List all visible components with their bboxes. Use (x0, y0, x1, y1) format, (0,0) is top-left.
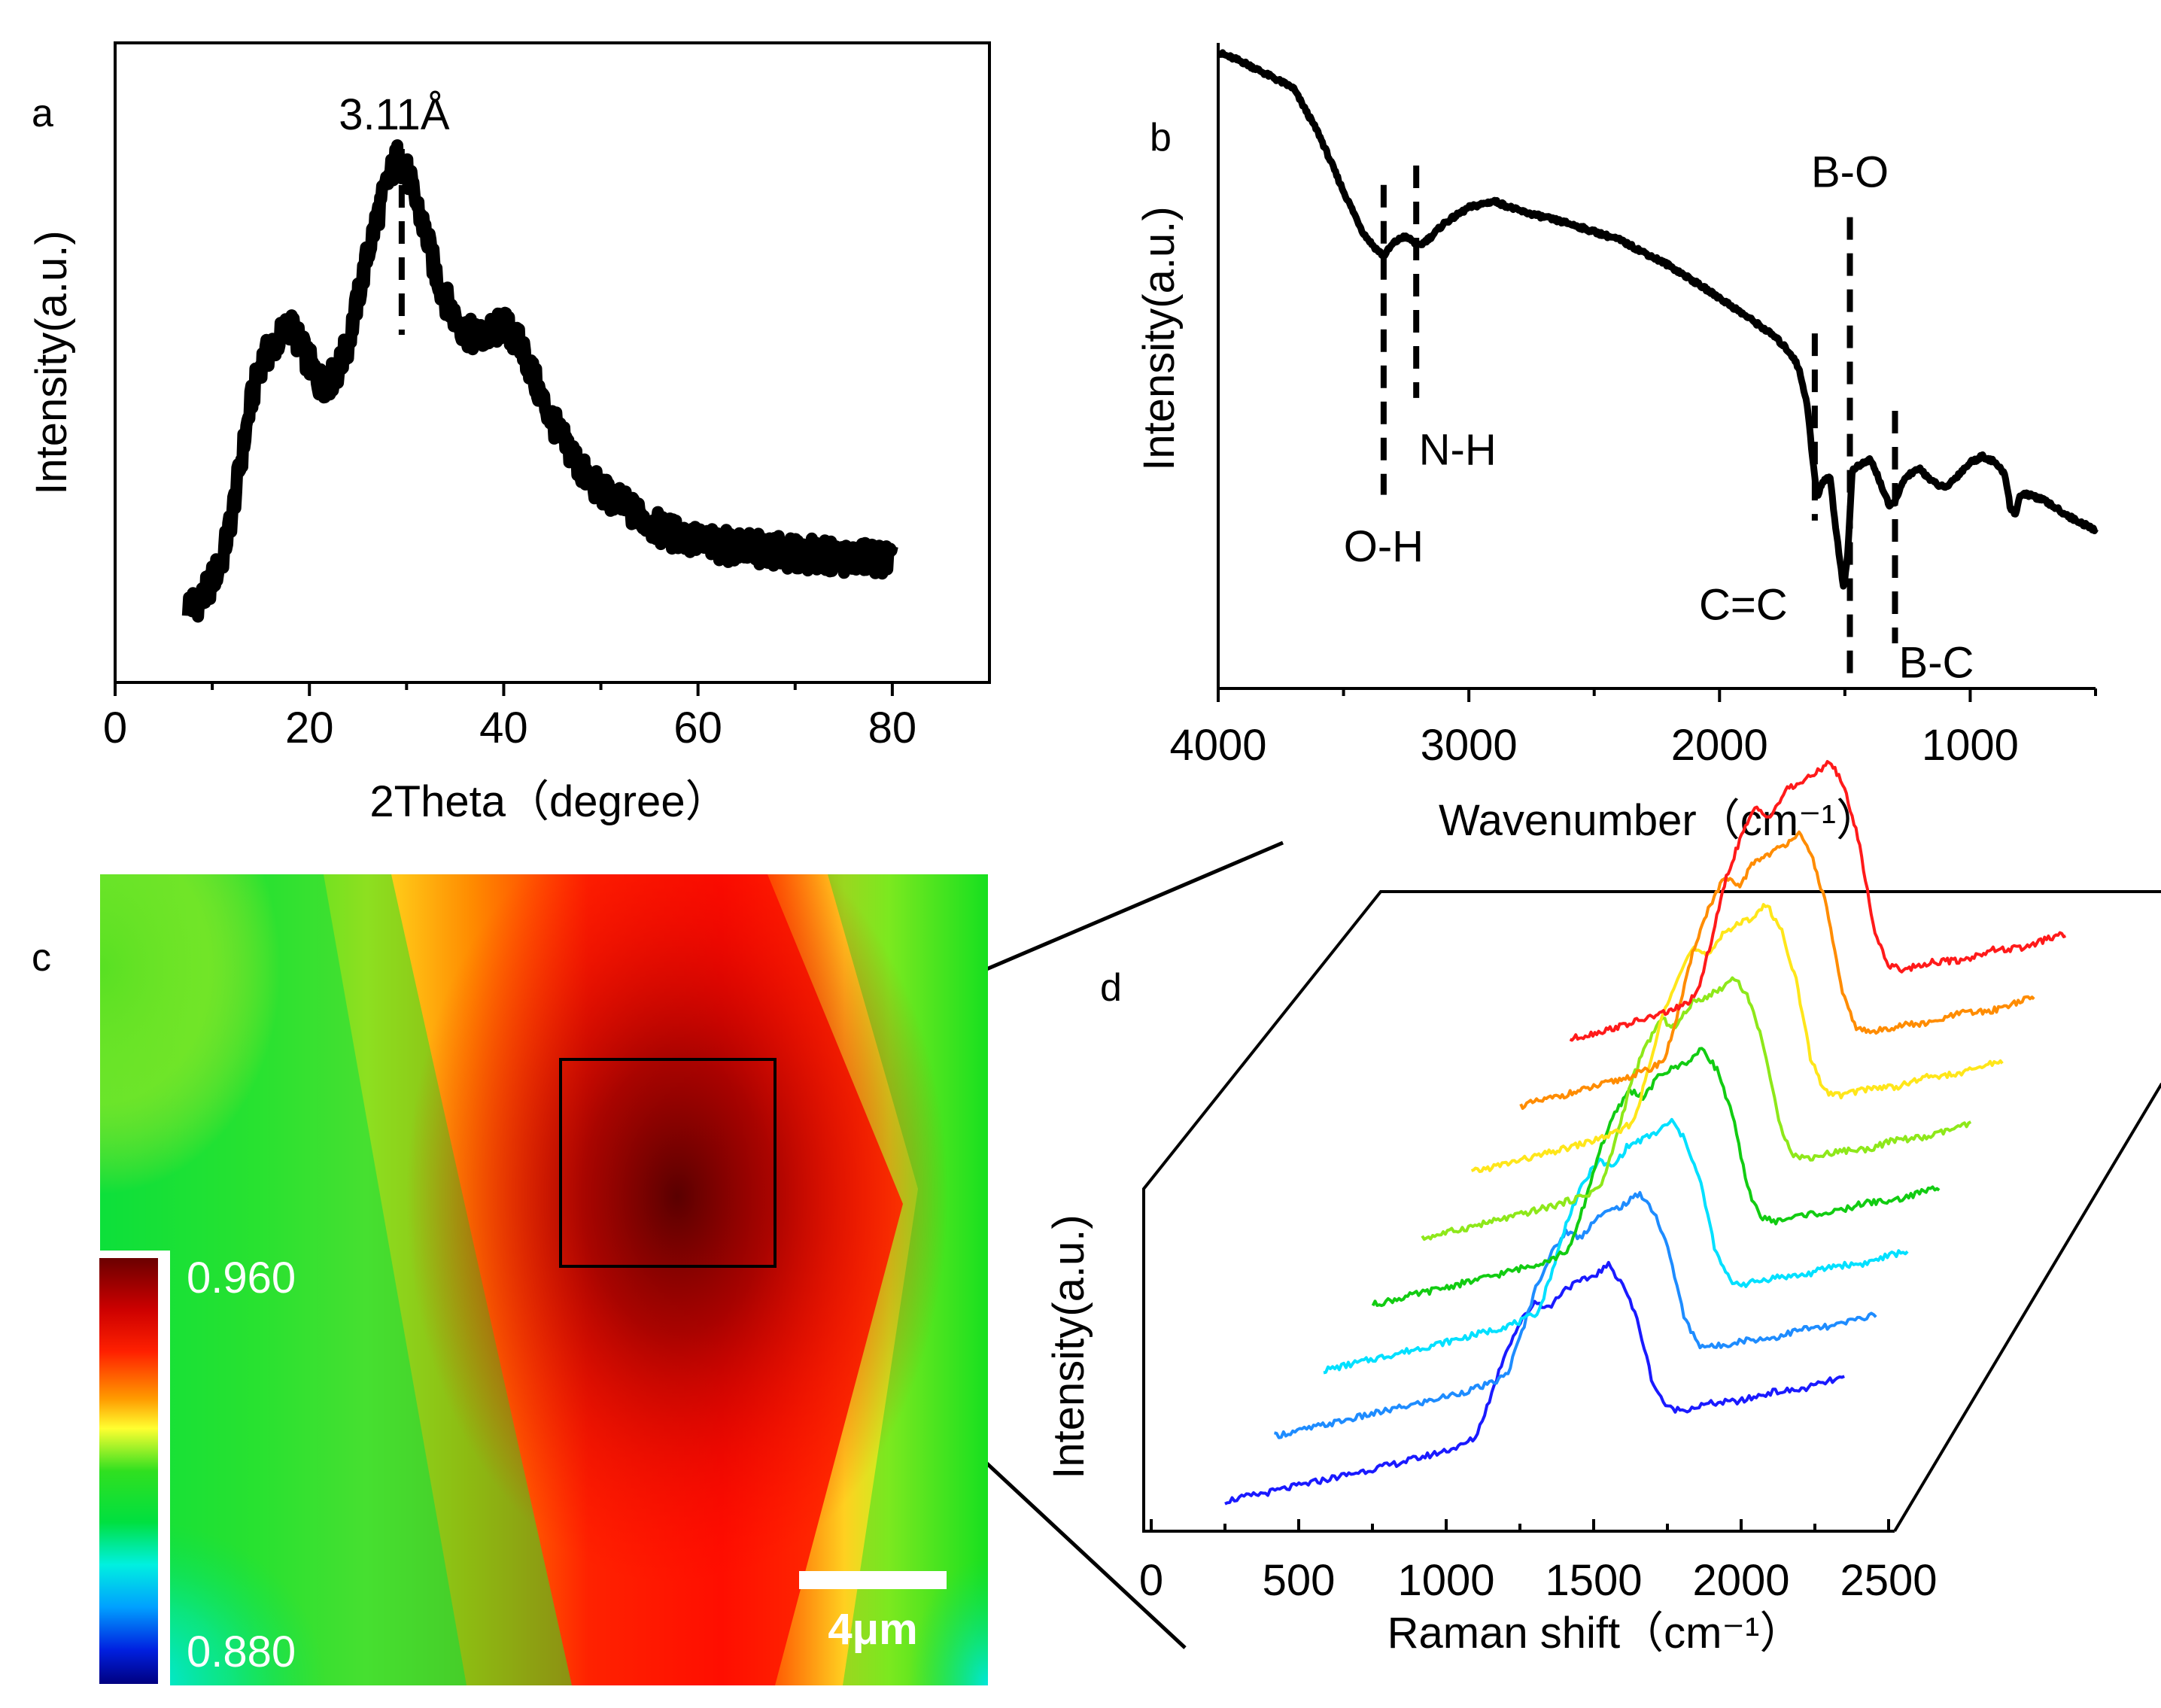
x-tick-label-d: 2000 (1692, 1556, 1789, 1605)
panel-label-c: c (32, 936, 51, 980)
x-tick-label-a: 40 (479, 704, 528, 752)
raman-spectrum-1 (1224, 1260, 1845, 1506)
plot-frame-a (114, 41, 991, 684)
ftir-label-oh: O-H (1344, 522, 1424, 571)
colorbar (99, 1258, 158, 1684)
zoom-box (559, 1058, 777, 1268)
xrd-peak-label: 3.11Å (339, 90, 450, 139)
x-tick-label-d: 0 (1139, 1556, 1163, 1605)
x-tick-label-b: 4000 (1169, 721, 1266, 770)
x-tick-label-b: 2000 (1671, 721, 1768, 770)
x-tick-label-a: 20 (285, 704, 334, 752)
raman-spectrum-8 (1569, 760, 2067, 1042)
panel-label-b: b (1150, 116, 1172, 160)
ftir-curve (1216, 49, 2099, 590)
panel-label-a: a (32, 92, 53, 135)
x-tick-label-d: 1500 (1545, 1556, 1642, 1605)
x-tick-label-d: 1000 (1397, 1556, 1494, 1605)
x-tick-label-d: 500 (1263, 1556, 1336, 1605)
x-tick-label-b: 1000 (1922, 721, 2019, 770)
raman-spectrum-7 (1519, 830, 2035, 1110)
axis-d (1142, 1200, 1895, 1533)
x-tick-label-d: 2500 (1840, 1556, 1937, 1605)
ftir-label-cc: C=C (1699, 580, 1788, 629)
x-tick-label-b: 3000 (1421, 721, 1518, 770)
panel-b: 4000 3000 2000 1000 O-H N-H C=C B-O B-C Wavenum… (1135, 43, 2099, 845)
xrd-curve (181, 139, 898, 623)
raman-spectrum-5 (1421, 976, 1972, 1241)
box-edge-right (1893, 1082, 2161, 1533)
y-axis-label-d: Intensity(a.u.) (1044, 1214, 1093, 1479)
x-axis-label-d: Raman shift（cm⁻¹） (1387, 1609, 1804, 1658)
raman-spectrum-4 (1371, 1047, 1941, 1308)
scale-bar (799, 1571, 947, 1589)
x-tick-label-a: 80 (868, 704, 917, 752)
panel-d: 0 500 1000 1500 2000 2500 Raman shift（cm⁻¹） I… (1044, 760, 2161, 1658)
raman-spectrum-3 (1323, 1117, 1909, 1375)
panel-a: 0 20 40 60 80 3.11Å 2Theta（degree） Intensity… (27, 41, 991, 826)
ftir-label-bo: B-O (1811, 148, 1889, 197)
ftir-label-bc: B-C (1899, 639, 1974, 688)
ftir-label-nh: N-H (1419, 426, 1497, 475)
raman-spectrum-6 (1470, 903, 2004, 1174)
x-axis-label-a: 2Theta（degree） (369, 777, 728, 826)
panel-label-d: d (1100, 966, 1122, 1010)
colorbar-max-label: 0.960 (187, 1254, 296, 1302)
plot-frame-b (1217, 43, 2096, 690)
colorbar-min-label: 0.880 (187, 1627, 296, 1676)
x-tick-label-a: 0 (103, 704, 127, 752)
panel-c: 0.960 0.880 4μm (98, 874, 988, 1685)
y-axis-label-a: Intensity(a.u.) (27, 230, 76, 494)
y-axis-label-b: Intensity(a.u.) (1135, 206, 1184, 470)
x-tick-label-a: 60 (673, 704, 722, 752)
x-axis-label-b: Wavenumber（cm⁻¹） (1439, 796, 1880, 845)
box-edges-d (1142, 890, 2161, 1200)
scale-bar-label: 4μm (828, 1605, 917, 1654)
heatmap (100, 874, 988, 1685)
